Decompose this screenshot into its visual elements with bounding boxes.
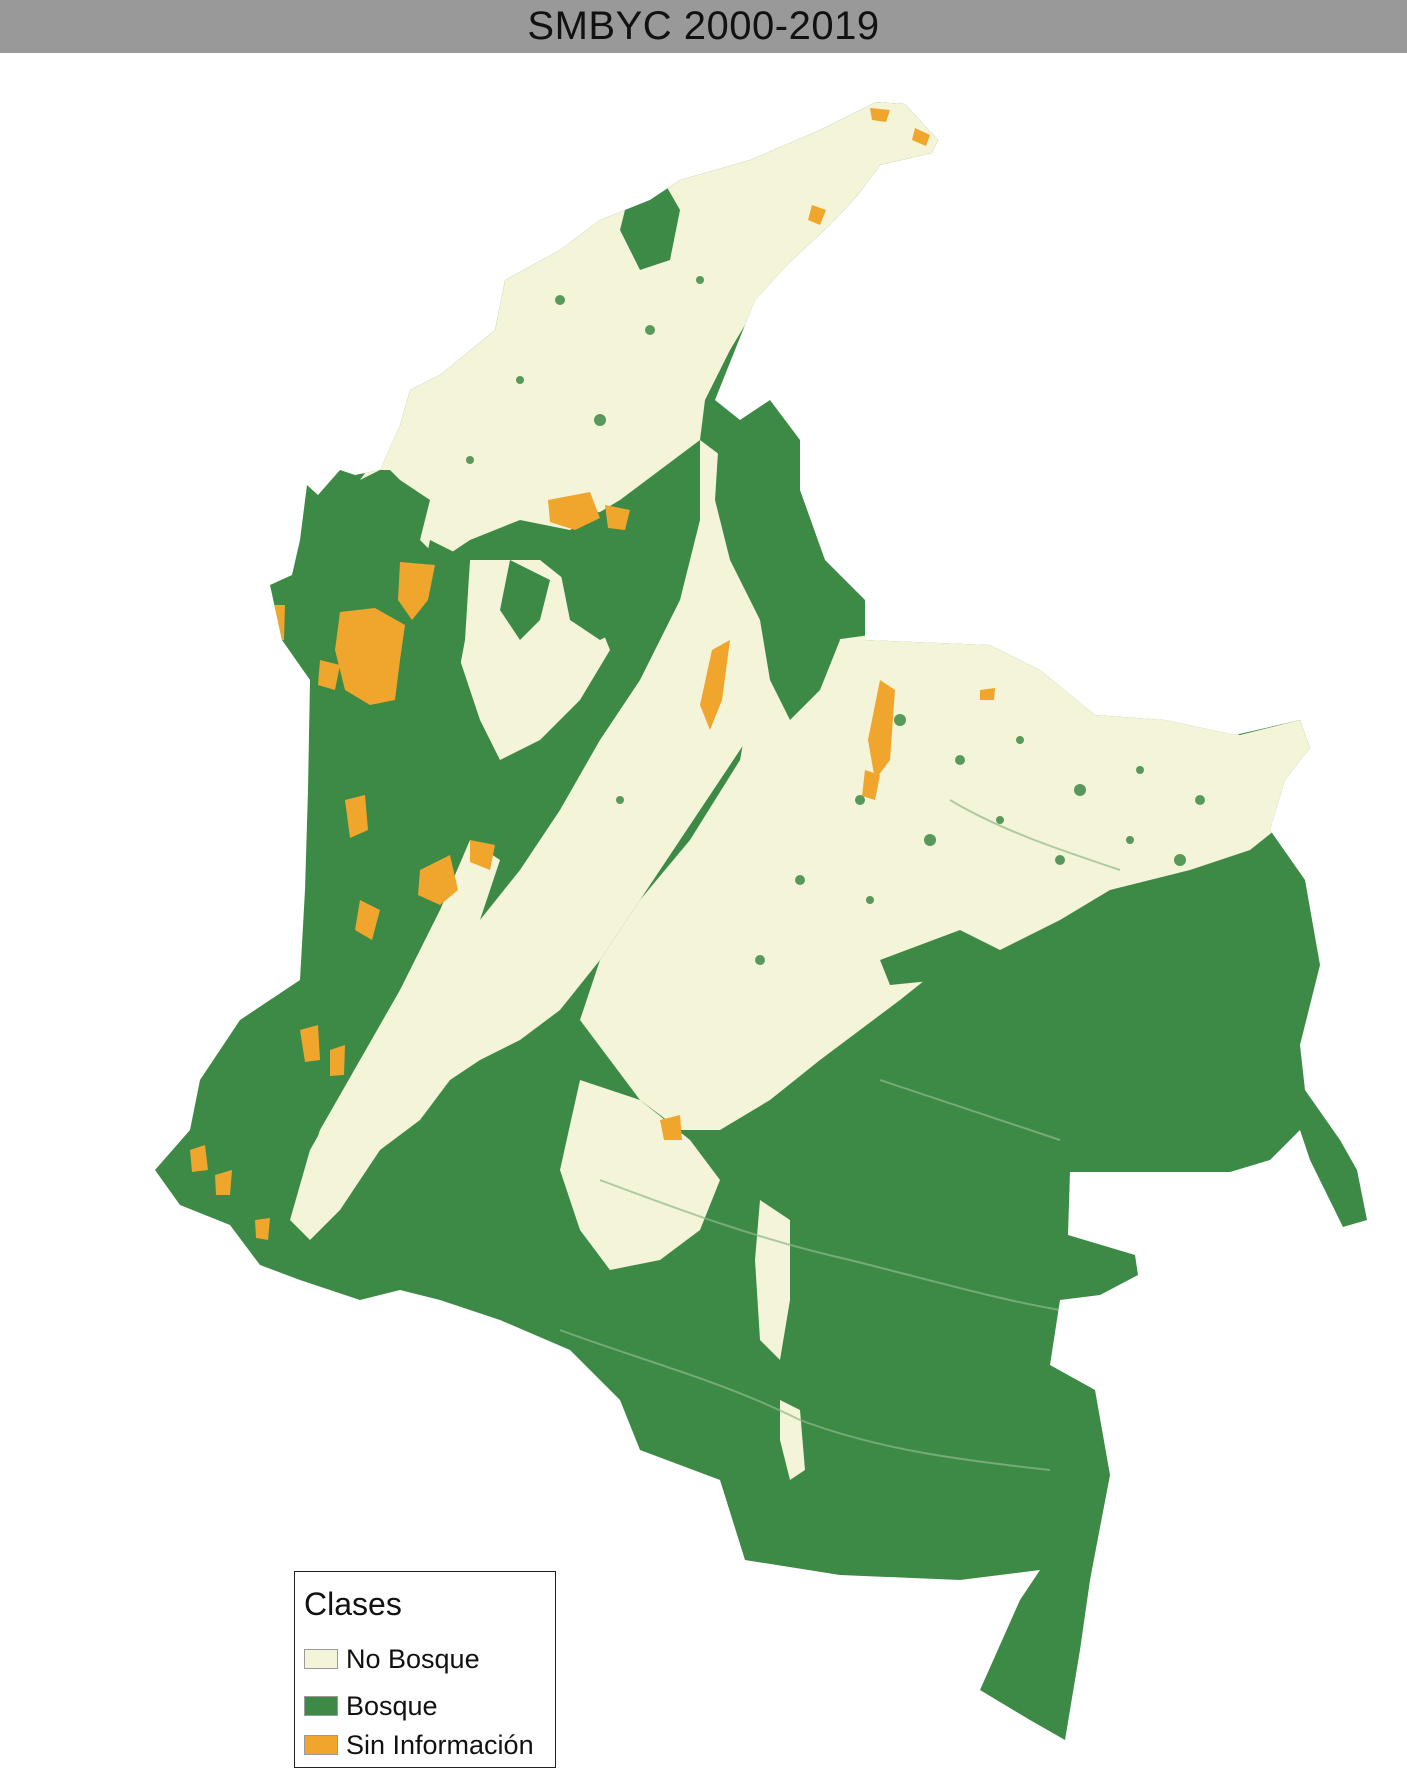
legend-swatch-no-bosque — [304, 1649, 338, 1669]
legend-item-no-bosque: No Bosque — [304, 1644, 480, 1674]
map-area — [0, 53, 1407, 1777]
legend-label: No Bosque — [346, 1643, 480, 1674]
legend-item-sin-informacion: Sin Información — [304, 1730, 534, 1760]
title-bar: SMBYC 2000-2019 — [0, 0, 1407, 53]
legend-label: Sin Información — [346, 1729, 534, 1760]
map-title: SMBYC 2000-2019 — [527, 4, 880, 48]
legend-title: Clases — [304, 1586, 402, 1622]
legend-item-bosque: Bosque — [304, 1691, 438, 1721]
legend: Clases No Bosque Bosque Sin Información — [294, 1571, 556, 1768]
legend-swatch-sin-informacion — [304, 1735, 338, 1755]
colombia-map — [155, 102, 1367, 1740]
legend-label: Bosque — [346, 1690, 438, 1721]
legend-swatch-bosque — [304, 1696, 338, 1716]
border-notch — [1071, 1172, 1301, 1226]
